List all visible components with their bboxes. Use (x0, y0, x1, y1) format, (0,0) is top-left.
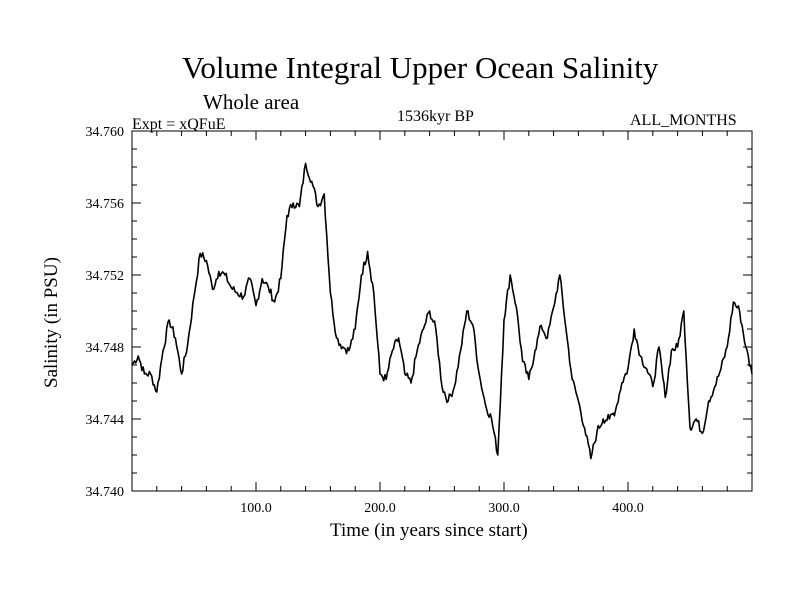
y-tick-label: 34.740 (86, 485, 125, 500)
y-tick-label: 34.748 (86, 341, 125, 356)
y-tick-label: 34.744 (86, 413, 125, 428)
y-tick-label: 34.752 (86, 269, 125, 284)
x-tick-label: 100.0 (240, 501, 272, 516)
series-group (131, 162, 753, 460)
y-tick-label: 34.756 (86, 197, 125, 212)
chart-subtitle: Whole area (203, 90, 300, 114)
x-axis-ticks: 100.0 200.0 300.0 400.0 (156, 131, 728, 516)
y-tick-label: 34.760 (86, 125, 125, 140)
x-axis-label: Time (in years since start) (330, 520, 528, 541)
period-label: 1536kyr BP (397, 108, 474, 125)
months-label: ALL_MONTHS (630, 112, 737, 129)
series-line-salinity (131, 162, 753, 460)
chart-title: Volume Integral Upper Ocean Salinity (182, 50, 659, 85)
plot-frame (131, 130, 753, 492)
y-axis-ticks: 34.740 34.744 34.748 34.752 34.756 34.760 (86, 125, 752, 500)
x-tick-label: 200.0 (364, 501, 396, 516)
x-tick-label: 400.0 (612, 501, 644, 516)
experiment-label: Expt = xQFuE (132, 116, 226, 133)
x-tick-label: 300.0 (488, 501, 520, 516)
